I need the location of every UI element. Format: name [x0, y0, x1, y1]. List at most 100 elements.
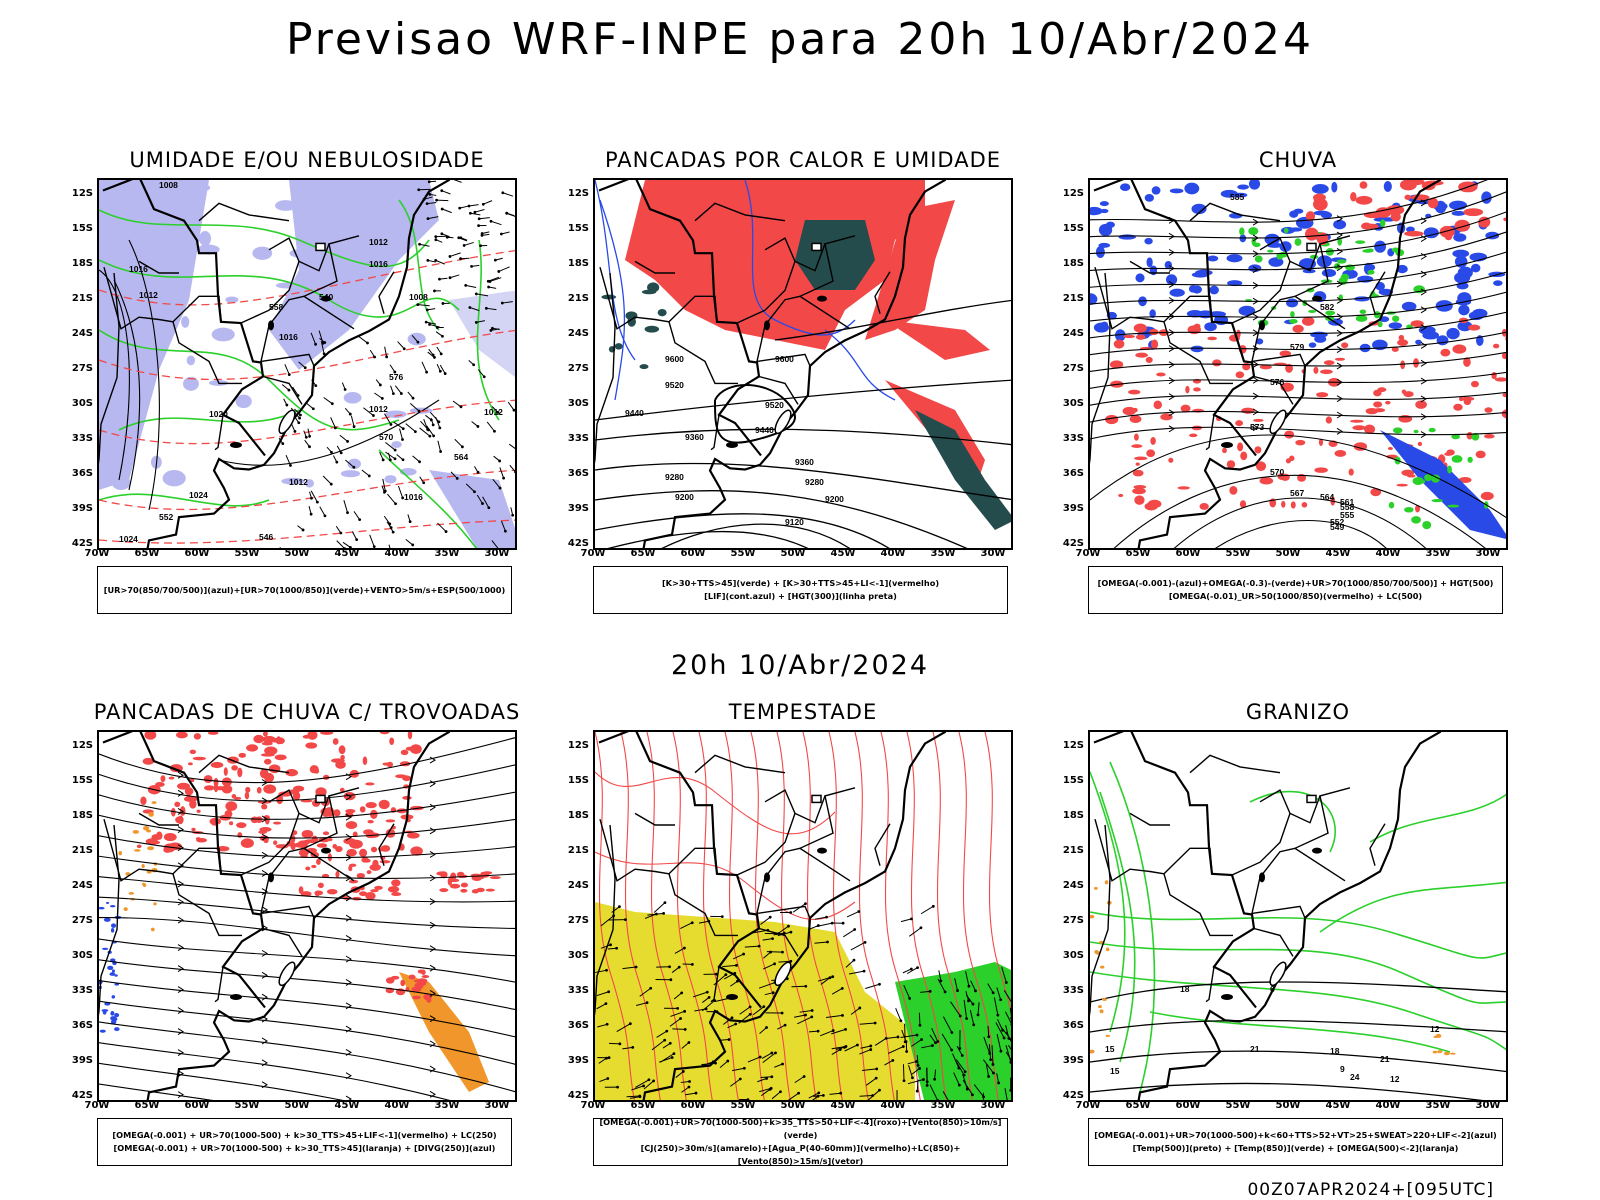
lake-blob — [764, 872, 770, 883]
hgt500-streamline-arrow — [1336, 231, 1343, 239]
wind-vectors-vector — [611, 906, 620, 913]
wind-vectors-head — [934, 1041, 937, 1045]
wind-vectors-head — [440, 207, 444, 211]
rain-red-cell — [1237, 442, 1244, 452]
rain-green-cell — [1254, 255, 1263, 263]
thunder-red-cell — [305, 742, 318, 749]
wind-vectors-vector — [345, 459, 355, 468]
wind-vectors-head — [444, 530, 448, 533]
rain-red-cell — [1134, 495, 1145, 505]
wind-vectors-head — [440, 232, 444, 236]
thunder-red-cell — [379, 732, 390, 735]
rain-green-cell — [1308, 309, 1317, 313]
rain-green-cell — [1283, 227, 1289, 234]
wind-vectors-head — [826, 940, 829, 944]
temp850-line — [1249, 790, 1336, 853]
lon-tick-label: 40W — [1375, 548, 1401, 559]
wind-vectors-head — [381, 458, 385, 462]
rain-red-cell — [1123, 334, 1136, 339]
lc250-streamline-arrow — [429, 945, 436, 953]
wind-vectors-vector — [916, 1055, 919, 1066]
wind-vectors-vector — [489, 277, 502, 282]
rain-red-cell — [1396, 483, 1409, 487]
rain-red-cell — [1341, 342, 1349, 349]
lon-tick-label: 55W — [234, 1100, 260, 1111]
wind-vectors-vector — [294, 408, 301, 416]
lc250-streamline-arrow — [261, 906, 268, 914]
hgt500-streamline-arrow — [1252, 392, 1259, 400]
wind-vectors-vector — [298, 361, 306, 369]
humidity-patch-cell — [181, 316, 190, 328]
wind-vectors-head — [615, 946, 619, 950]
hgt500-streamline-arrow — [1336, 264, 1343, 272]
thunder-red-cell — [379, 860, 391, 864]
wind-vectors-vector — [771, 1091, 781, 1100]
humidity-patch-cell — [196, 244, 220, 255]
lon-tick-label: 65W — [134, 548, 160, 559]
wind-vectors-vector — [996, 1073, 1000, 1084]
wind-vectors-head — [679, 1017, 682, 1020]
wind-vectors-head — [438, 426, 442, 430]
rain-blue-cell — [1191, 272, 1209, 278]
lc250-streamline-arrow — [345, 914, 352, 922]
border-line — [268, 789, 330, 824]
wind-vectors-head — [372, 414, 375, 417]
lc250-streamline-arrow — [177, 1091, 184, 1099]
hgt300-line — [595, 513, 890, 548]
wind-vectors-vector — [987, 1025, 990, 1037]
wind-vectors — [278, 330, 515, 548]
thunder-red-cell — [264, 772, 275, 783]
wind-vectors-vector — [379, 451, 384, 461]
rain-blue-cell — [1470, 263, 1481, 273]
thunder-red-cell — [339, 787, 345, 793]
thunder-red-cell — [164, 833, 169, 840]
convective-risk — [865, 200, 955, 340]
hgt500-streamline-arrow — [1336, 378, 1343, 386]
rain-red-cell — [1453, 403, 1463, 411]
lake-blob — [1312, 295, 1322, 302]
wind-vectors-head — [939, 979, 943, 983]
rain-red-cell — [1253, 418, 1264, 422]
wind-vectors-head — [441, 334, 444, 338]
wind-vectors-head — [856, 1043, 859, 1047]
wind-vectors-head — [484, 306, 488, 310]
border-line — [262, 927, 303, 957]
lc250-streamline-line — [99, 896, 515, 929]
wind-vectors-head — [487, 506, 491, 510]
temp500-line — [1090, 981, 1506, 1003]
thunder-red-cell — [193, 733, 201, 740]
wind-vectors-head — [489, 329, 493, 332]
wind-vectors-head — [841, 921, 845, 925]
rain-red-cell — [1285, 458, 1291, 464]
lat-tick-label: 21S — [1062, 293, 1084, 304]
wind-vectors-vector — [934, 1069, 937, 1080]
wind-vectors-vector — [350, 415, 355, 427]
wind-vectors-vector — [911, 1068, 920, 1075]
border-line — [1205, 414, 1215, 451]
wind-vectors-vector — [701, 1000, 715, 1012]
lat-tick-label: 18S — [1062, 258, 1084, 269]
wind-vectors-vector — [465, 284, 477, 289]
wind-vectors-vector — [675, 1071, 684, 1078]
wind-vectors-vector — [469, 307, 480, 312]
contour-label: 9280 — [805, 477, 824, 487]
wind-vectors-head — [401, 438, 404, 441]
rain-red-cell — [1199, 502, 1209, 510]
thunder-orange-cell-cell — [143, 825, 150, 831]
border-line — [634, 260, 675, 274]
wind-vectors-vector — [760, 916, 771, 925]
thunder-red-cell — [370, 809, 378, 820]
wind-vectors-head — [919, 926, 923, 930]
rain-green-cell — [1422, 520, 1432, 530]
wind-vectors-head — [418, 242, 421, 246]
rain-blue-cell — [1313, 210, 1330, 216]
wind-vectors-head — [918, 1023, 922, 1027]
wind-vectors-head — [459, 257, 462, 261]
rain-red-cell — [1235, 371, 1245, 379]
wind-vectors-head — [476, 425, 480, 428]
rain-red-cell — [1350, 419, 1364, 423]
lon-tick-label: 35W — [1425, 548, 1451, 559]
precip-water-line — [854, 732, 895, 1100]
rain-green-cell — [1248, 227, 1259, 236]
